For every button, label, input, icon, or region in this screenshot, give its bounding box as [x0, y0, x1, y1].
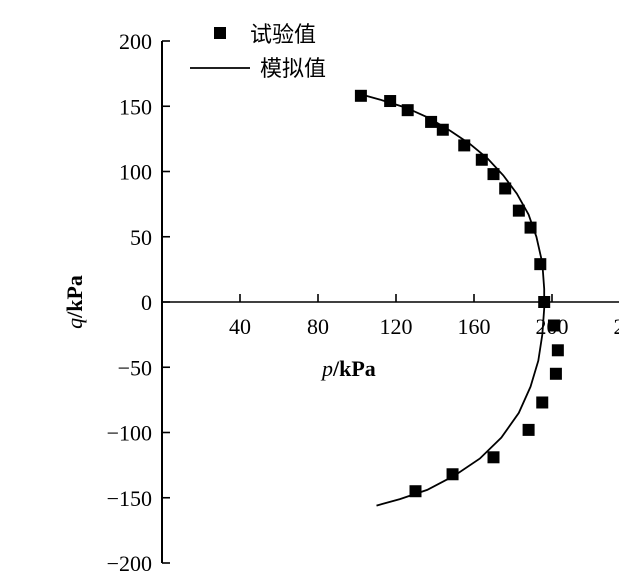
y-axis-label-var: q — [62, 318, 87, 329]
x-tick-label: 160 — [458, 314, 491, 339]
y-tick-label: −150 — [107, 486, 152, 511]
data-point — [536, 396, 549, 409]
x-tick-label: 240 — [614, 314, 619, 339]
data-point — [534, 258, 547, 271]
data-point — [512, 204, 525, 217]
data-point — [384, 95, 397, 108]
data-point — [475, 153, 488, 166]
y-tick-label: −50 — [118, 355, 152, 380]
data-point — [551, 344, 564, 357]
y-tick-label: 200 — [119, 29, 152, 54]
data-point — [524, 221, 537, 234]
data-point — [446, 468, 459, 481]
y-tick-label: −200 — [107, 551, 152, 576]
series-line-simulated — [356, 92, 546, 507]
data-point — [547, 319, 560, 332]
y-tick-label: 150 — [119, 94, 152, 119]
x-axis-label-unit: /kPa — [332, 356, 376, 381]
legend-label-experimental: 试验值 — [250, 23, 316, 48]
x-axis-label: p/kPa — [320, 356, 376, 381]
y-tick-label: −100 — [107, 421, 152, 446]
x-tick-label: 80 — [307, 314, 329, 339]
data-point — [401, 104, 414, 117]
data-point — [538, 296, 551, 308]
ticks: 200150100500−50−100−150−2004080120160200… — [107, 29, 619, 576]
marks — [354, 89, 564, 507]
x-axis-label-var: p — [320, 356, 333, 381]
data-point — [409, 485, 422, 498]
y-tick-label: 50 — [130, 225, 152, 250]
x-tick-label: 40 — [229, 314, 251, 339]
y-axis-label: q/kPa — [62, 275, 87, 329]
data-point — [487, 168, 500, 181]
x-tick-label: 120 — [380, 314, 413, 339]
axes — [161, 41, 619, 563]
data-point — [436, 123, 449, 136]
y-tick-label: 0 — [141, 290, 152, 315]
data-point — [425, 115, 438, 128]
data-point — [354, 89, 367, 102]
legend-marker-square — [214, 27, 226, 39]
legend-label-simulated: 模拟值 — [260, 57, 326, 82]
y-tick-label: 100 — [119, 160, 152, 185]
data-point — [458, 139, 471, 152]
data-point — [549, 367, 562, 380]
y-axis-label-unit: /kPa — [62, 275, 87, 319]
data-point — [522, 423, 535, 436]
data-point — [499, 182, 512, 195]
data-point — [487, 451, 500, 464]
